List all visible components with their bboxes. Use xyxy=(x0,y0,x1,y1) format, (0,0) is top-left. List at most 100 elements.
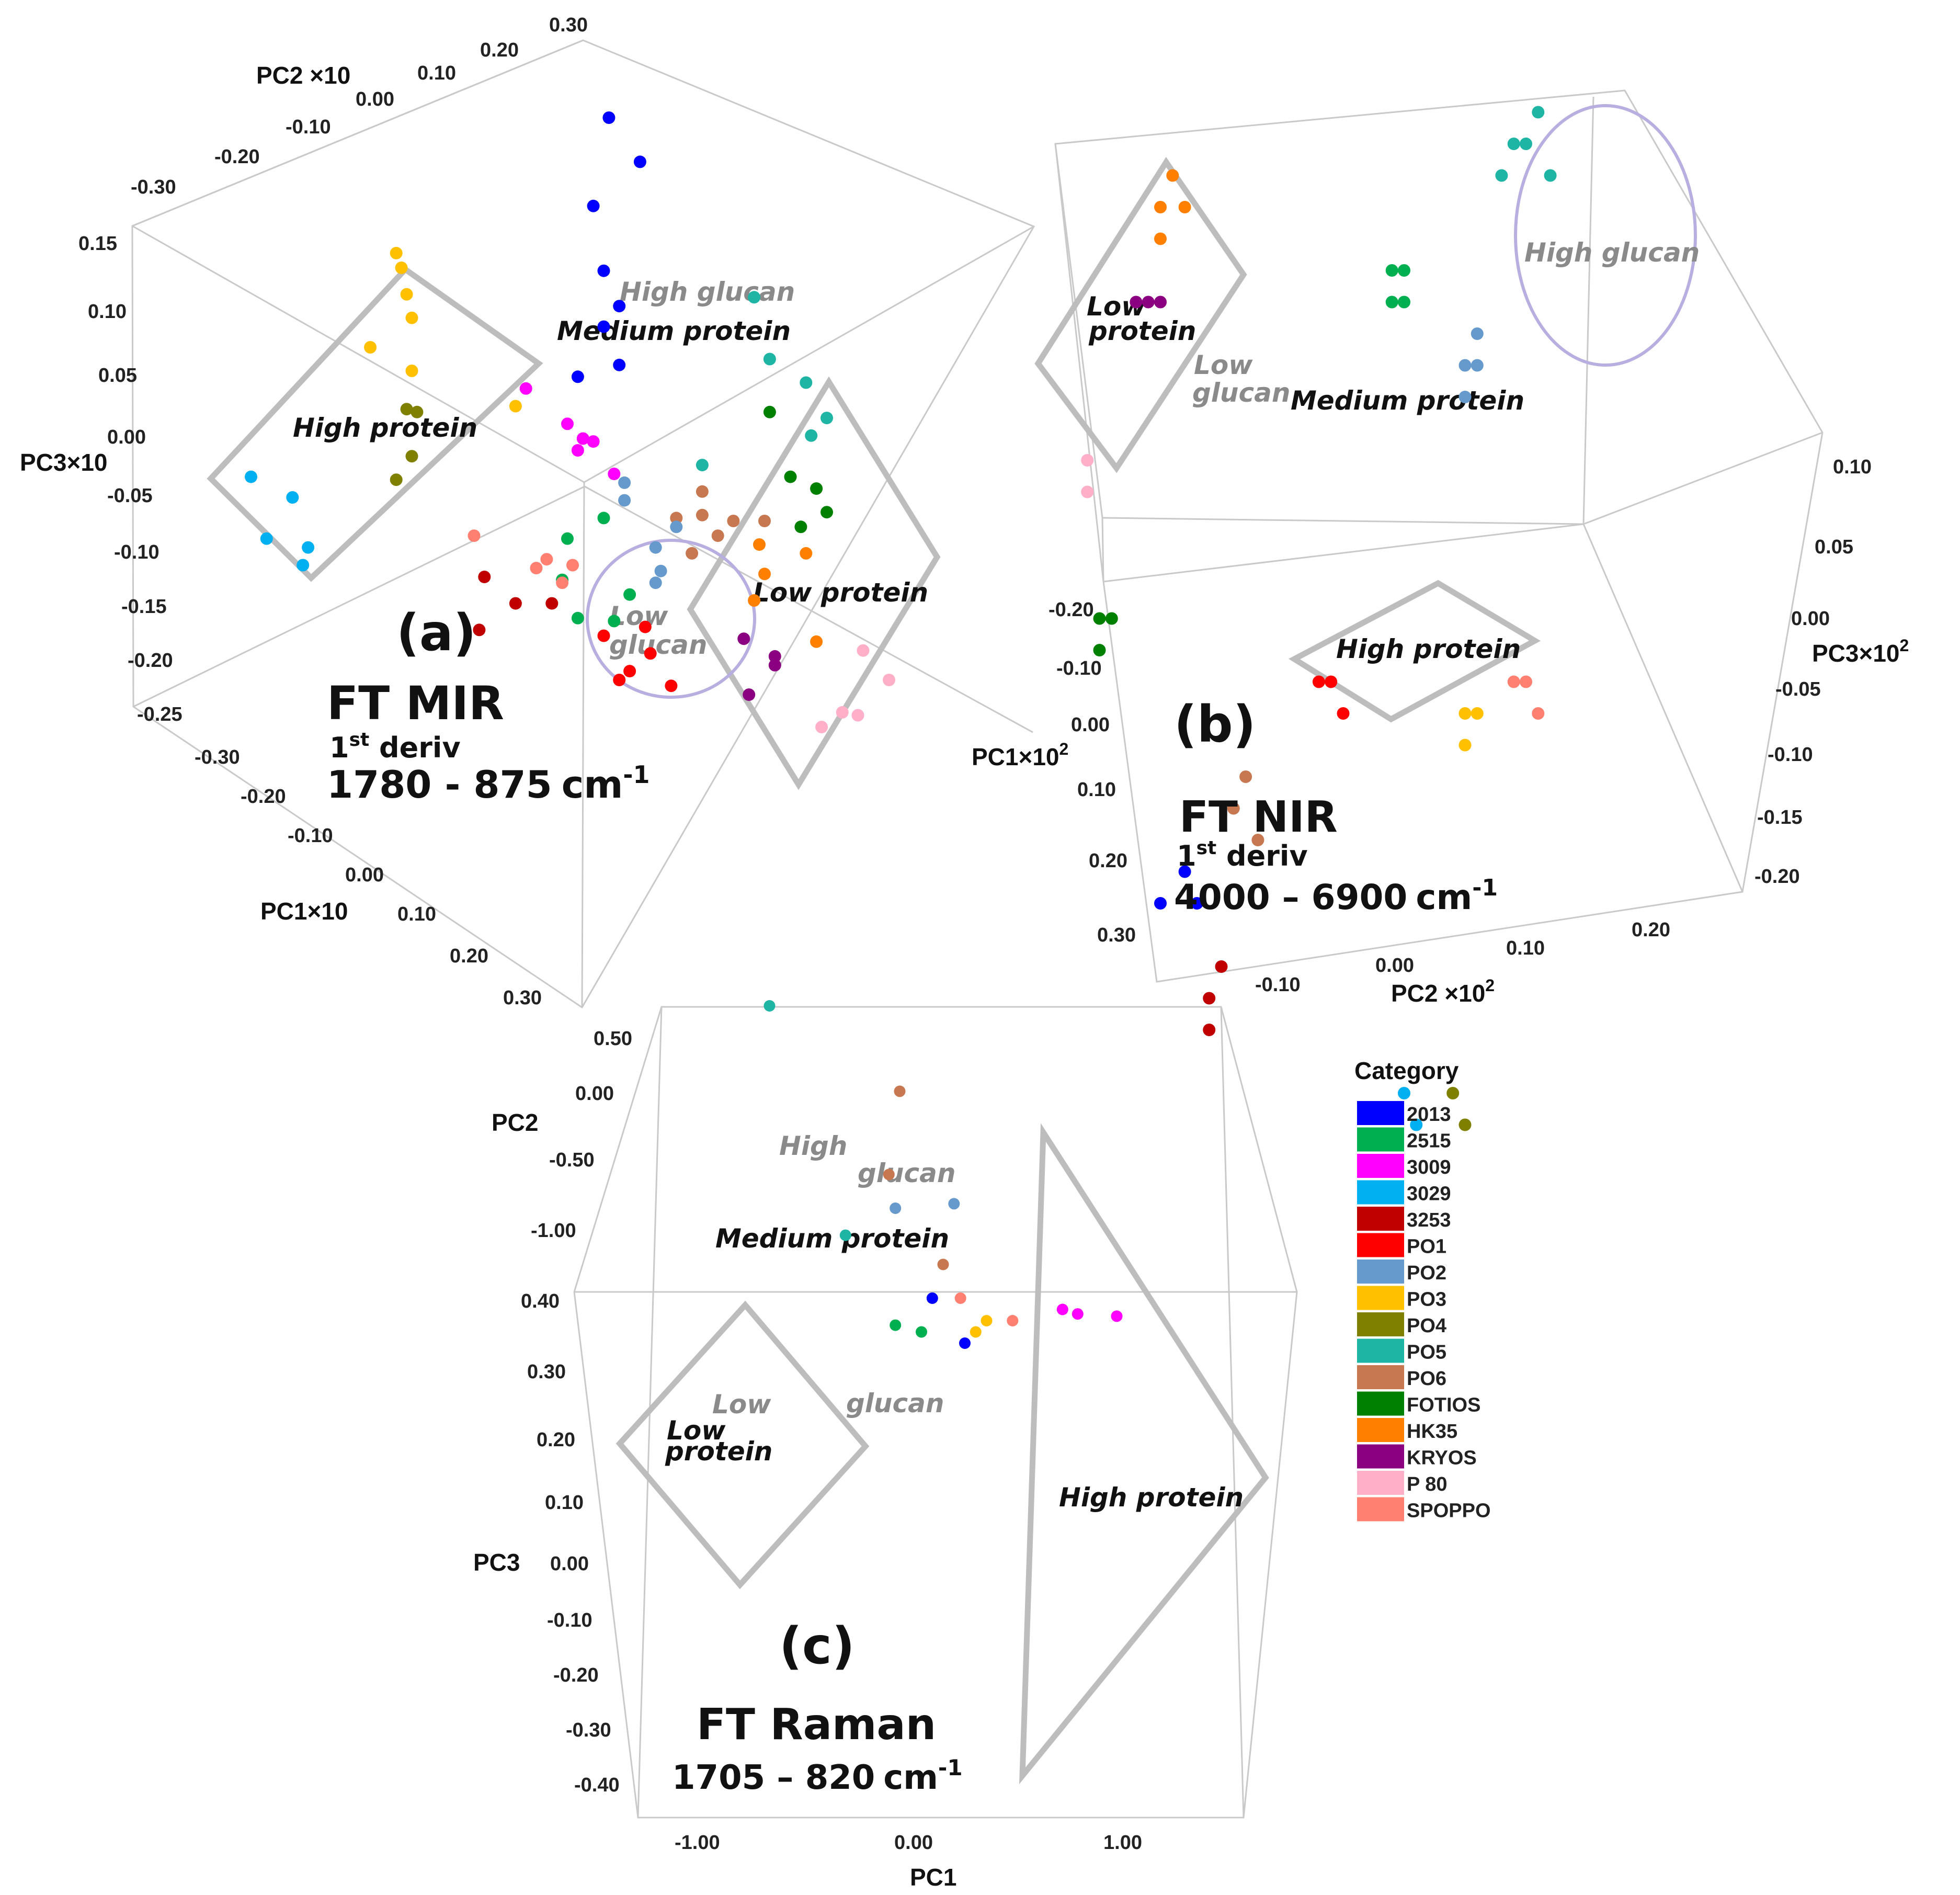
spectrum-title: FT Raman xyxy=(697,1700,936,1750)
region-label: High protein xyxy=(1336,634,1521,664)
legend-swatch xyxy=(1357,1101,1404,1125)
data-point xyxy=(509,400,522,413)
data-point xyxy=(1532,707,1545,720)
pc3-tick: 0.05 xyxy=(98,365,137,387)
data-point xyxy=(556,576,569,589)
data-point xyxy=(1130,296,1143,309)
high-protein-region xyxy=(207,265,543,582)
pc2-axis-label: PC2 ×102 xyxy=(1391,976,1495,1007)
region-label: High protein xyxy=(1059,1482,1244,1513)
data-point xyxy=(1385,296,1398,309)
pc1-tick: -0.10 xyxy=(1056,657,1102,679)
pc3-tick: -0.15 xyxy=(1757,807,1803,829)
data-point xyxy=(395,262,408,274)
legend-swatch xyxy=(1357,1365,1404,1389)
pc1-tick: 0.00 xyxy=(894,1832,933,1854)
data-point xyxy=(1398,296,1410,309)
panel-c-regions: High glucan Medium protein Low Low prote… xyxy=(616,1123,1269,1785)
panel-b-title-block: (b) FT NIR 1st deriv 4000 – 6900 cm-1 xyxy=(1174,695,1498,917)
data-point xyxy=(1239,770,1252,783)
legend-items: 2013 2515 3009 3029 3253 PO1 PO2 PO3 PO4 PO5 PO6 FO… xyxy=(1357,1101,1491,1522)
spectrum-title: FT MIR xyxy=(327,676,504,730)
data-point xyxy=(571,444,584,457)
legend-label: P 80 xyxy=(1407,1473,1447,1495)
data-point xyxy=(613,674,626,686)
data-point xyxy=(618,494,631,507)
region-label: glucan xyxy=(609,630,708,660)
data-point xyxy=(286,491,299,504)
legend-swatch xyxy=(1357,1154,1404,1178)
region-label: glucan xyxy=(846,1388,944,1419)
panel-b-nir: -0.20 -0.10 0.00 0.10 0.20 0.30 PC1×102 … xyxy=(972,89,1909,1195)
legend-swatch xyxy=(1357,1312,1404,1336)
data-point xyxy=(597,629,610,642)
wavenumber-range: 1780 - 875 cm-1 xyxy=(327,761,650,807)
panel-c-pc2-axis: 0.50 0.00 -0.50 -1.00 PC2 xyxy=(492,1028,632,1242)
low-protein-region xyxy=(687,376,941,790)
panel-label: (c) xyxy=(779,1617,855,1675)
pc1-tick: -0.10 xyxy=(288,825,333,847)
pc1-axis-label: PC1×10 xyxy=(260,898,348,925)
data-point xyxy=(468,529,481,542)
panel-b-regions: High glucan Low protein Low glucan Mediu… xyxy=(1034,104,1700,723)
data-point xyxy=(1520,138,1532,150)
region-label: Low xyxy=(667,1415,726,1446)
data-point xyxy=(411,405,424,418)
legend-label: SPOPPO xyxy=(1407,1500,1491,1522)
pc3-axis-label: PC3×10 xyxy=(20,449,108,476)
legend-label: 2013 xyxy=(1407,1104,1451,1126)
data-point xyxy=(390,473,403,486)
pc3-tick: -0.25 xyxy=(137,703,183,725)
data-point xyxy=(623,665,636,678)
data-point xyxy=(1507,675,1520,688)
pc3-tick: 0.10 xyxy=(1833,456,1872,478)
data-point xyxy=(587,435,600,448)
legend-swatch xyxy=(1357,1207,1404,1231)
data-point xyxy=(1190,897,1203,910)
data-point xyxy=(1458,1118,1472,1131)
pc3-axis-label: PC3 xyxy=(473,1549,520,1576)
data-point xyxy=(696,459,709,472)
data-point xyxy=(763,405,776,418)
legend-label: FOTIOS xyxy=(1407,1394,1480,1416)
data-point xyxy=(364,341,377,354)
data-point xyxy=(405,311,418,324)
panel-b-pc3-axis: 0.10 0.05 0.00 -0.05 -0.10 -0.15 -0.20 P… xyxy=(1754,456,1909,888)
data-point xyxy=(839,1229,851,1241)
pc2-tick: -0.10 xyxy=(1255,974,1301,996)
region-label: High xyxy=(779,1131,847,1161)
legend-label: PO4 xyxy=(1407,1315,1446,1337)
wavenumber-range: 4000 – 6900 cm-1 xyxy=(1174,875,1498,917)
data-point xyxy=(571,370,584,383)
data-point xyxy=(1154,296,1167,309)
pc3-tick: 0.15 xyxy=(78,233,117,255)
data-point xyxy=(1166,169,1179,182)
data-point xyxy=(519,382,532,395)
legend: Category 2013 2515 3009 3029 3253 PO1 PO2 PO3 PO… xyxy=(1354,1057,1491,1522)
data-point xyxy=(857,644,870,657)
data-point xyxy=(509,597,522,610)
data-point xyxy=(608,615,621,628)
panel-c-pc3-axis: 0.40 0.30 0.20 0.10 0.00 -0.10 -0.20 -0.… xyxy=(473,1290,620,1796)
data-point xyxy=(1154,201,1167,213)
pc1-tick: 0.20 xyxy=(1089,850,1127,872)
data-point xyxy=(784,470,797,483)
pc3-tick: -0.15 xyxy=(121,596,167,618)
panel-b-points xyxy=(1081,106,1557,1195)
data-point xyxy=(890,1202,902,1214)
panel-a-title-block: (a) FT MIR 1st deriv 1780 - 875 cm-1 xyxy=(327,604,650,807)
data-point xyxy=(1398,264,1410,277)
data-point xyxy=(297,559,310,572)
legend-swatch xyxy=(1357,1127,1404,1152)
pc3-tick: -0.20 xyxy=(1754,866,1800,888)
data-point xyxy=(800,376,813,389)
legend-swatch xyxy=(1357,1444,1404,1469)
pc1-tick: 1.00 xyxy=(1103,1832,1142,1854)
data-point xyxy=(894,1085,906,1097)
legend-label: PO6 xyxy=(1407,1368,1446,1390)
data-point xyxy=(1337,707,1350,720)
pc3-tick: -0.10 xyxy=(1768,744,1813,766)
region-label: Low xyxy=(712,1389,771,1420)
data-point xyxy=(737,632,750,645)
pc1-tick: -0.30 xyxy=(195,746,240,768)
